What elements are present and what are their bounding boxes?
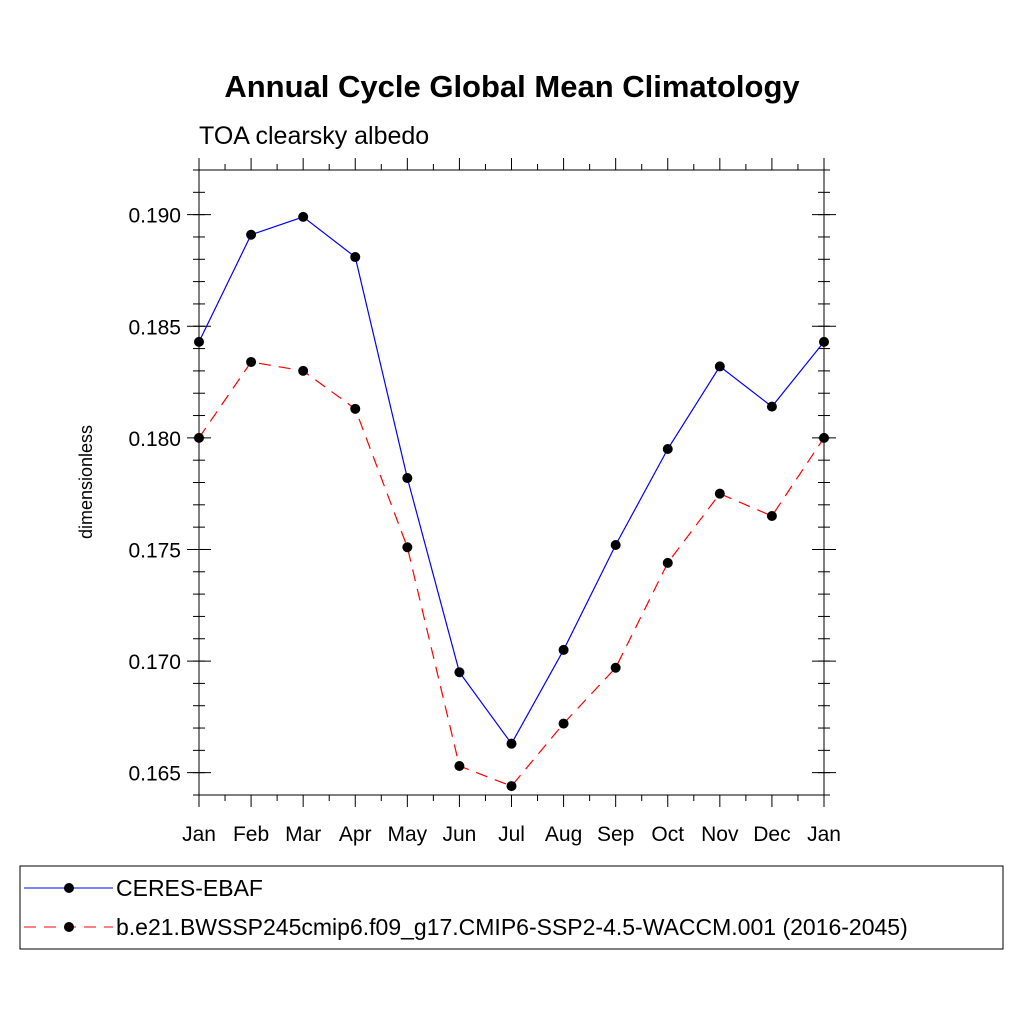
series-0-point (819, 336, 829, 347)
series-1-point (662, 557, 673, 568)
series-0-point (350, 252, 361, 263)
x-tick-label: Jan (807, 823, 841, 846)
x-tick-label: Apr (339, 823, 372, 846)
legend: CERES-EBAF b.e21.BWSSP245cmip6.f09_g17.C… (19, 865, 1004, 950)
series-0-point (662, 444, 673, 455)
series-1-point (766, 510, 777, 521)
x-tick-label: Sep (597, 823, 634, 846)
y-axis-label: dimensionless (76, 425, 96, 539)
series-1-point (506, 781, 517, 792)
legend-label-ceres: CERES-EBAF (116, 875, 263, 901)
x-tick-label: Nov (701, 823, 739, 846)
chart-title: Annual Cycle Global Mean Climatology (224, 69, 800, 104)
series-0-point (766, 401, 777, 412)
x-tick-labels: Jan Feb Mar Apr May Jun Jul Aug Sep Oct Nov Dec Jan (182, 823, 841, 846)
x-tick-label: Jul (498, 823, 525, 846)
x-tick-label: Feb (233, 823, 269, 846)
legend-marker-model (64, 922, 74, 932)
x-tick-label: Dec (753, 823, 790, 846)
legend-label-model: b.e21.BWSSP245cmip6.f09_g17.CMIP6-SSP2-4… (116, 914, 908, 940)
series-0-point (558, 644, 569, 655)
series-0-point (246, 229, 257, 240)
legend-box (19, 865, 1004, 950)
axis-ticks (187, 158, 836, 807)
y-tick-label: 0.185 (128, 316, 181, 339)
x-tick-label: Aug (545, 823, 582, 846)
legend-marker-ceres (64, 883, 74, 893)
series-1-point (610, 662, 621, 673)
x-tick-label: Jun (442, 823, 476, 846)
y-tick-label: 0.190 (128, 205, 181, 228)
chart-subtitle: TOA clearsky albedo (199, 122, 429, 150)
series-1-point (194, 432, 204, 443)
y-tick-label: 0.175 (128, 539, 181, 562)
y-tick-labels: 0.165 0.170 0.175 0.180 0.185 0.190 (128, 205, 181, 786)
series-0-point (194, 336, 204, 347)
series-line-0 (198, 216, 825, 745)
x-tick-label: Oct (651, 823, 684, 846)
series-0-point (298, 211, 309, 222)
x-tick-label: Mar (285, 823, 321, 846)
series-1-point (819, 432, 829, 443)
y-tick-label: 0.170 (128, 651, 181, 674)
series-0-point (610, 540, 621, 550)
series-1-point (454, 760, 465, 771)
series-line-1 (198, 361, 825, 787)
series-1-point (298, 365, 309, 376)
series-0-point (402, 473, 413, 484)
x-tick-label: May (387, 823, 427, 846)
series-layer (194, 211, 829, 792)
y-tick-label: 0.165 (128, 763, 181, 786)
series-0-point (714, 361, 725, 372)
series-1-point (558, 718, 569, 729)
series-0-point (506, 738, 517, 749)
series-1-point (246, 356, 257, 367)
plot-frame (198, 169, 825, 796)
x-tick-label: Jan (182, 823, 216, 846)
series-1-point (402, 542, 413, 553)
series-1-point (714, 488, 725, 499)
series-0-point (454, 667, 465, 678)
y-tick-label: 0.180 (128, 428, 181, 451)
series-1-point (350, 403, 361, 414)
